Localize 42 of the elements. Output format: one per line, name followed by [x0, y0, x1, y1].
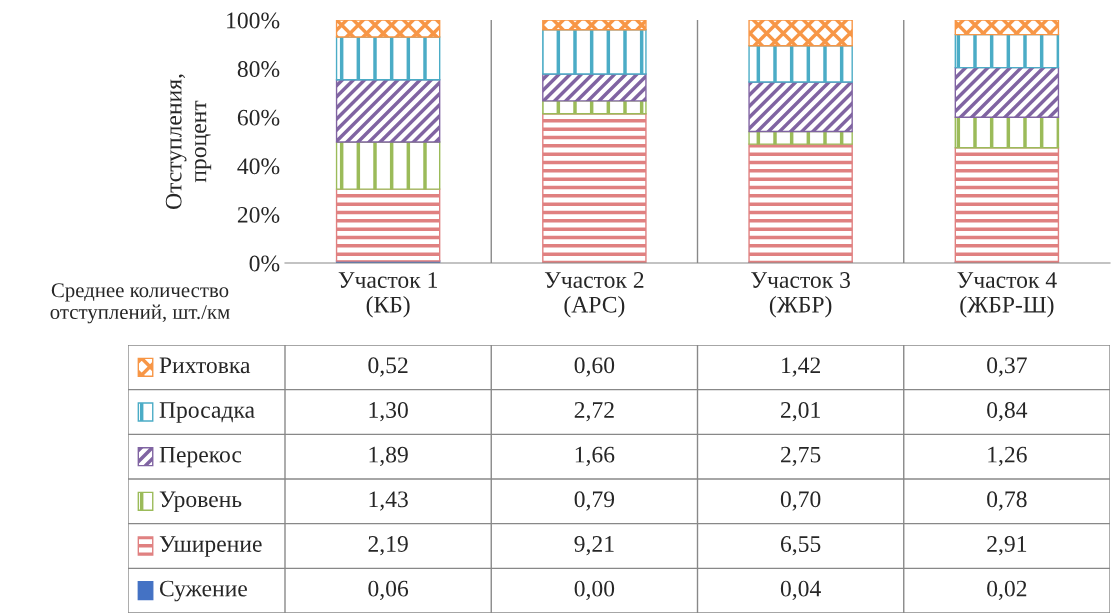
y-tick-label: 60%: [237, 109, 280, 126]
x-tick-label: Участок 3 (ЖБР): [751, 272, 850, 318]
legend-label: Просадка: [159, 402, 255, 423]
y-tick-label: 0%: [249, 255, 280, 272]
y-tick-label: 40%: [237, 158, 280, 175]
text: 1,42: [782, 357, 820, 377]
text: 6,55: [780, 536, 821, 556]
text: 0,04: [780, 580, 821, 600]
x-tick-label: Участок 1 (КБ): [338, 272, 437, 318]
text: 0,52: [368, 357, 408, 377]
y-tick-label: 20%: [237, 206, 280, 223]
text: 0,70: [780, 491, 821, 511]
text: Среднее количество отступлений, шт./км: [50, 283, 230, 324]
legend-label: Уширение: [159, 536, 262, 557]
legend-label: Перекос: [159, 446, 242, 468]
text: 0,79: [574, 491, 615, 511]
text: 0,06: [368, 580, 409, 600]
text: 1,43: [369, 491, 408, 511]
text: 1,30: [369, 401, 408, 422]
text: 2,19: [368, 536, 408, 556]
text: 9,21: [574, 536, 614, 556]
text: 0,00: [574, 580, 615, 600]
text: 0,84: [987, 401, 1028, 422]
text: 1,89: [369, 446, 408, 466]
y-axis-title: Отступления, процент: [165, 74, 212, 209]
text: 0,78: [987, 491, 1027, 511]
text: 2,75: [781, 446, 821, 466]
y-tick-label: 100%: [227, 12, 280, 29]
legend-label: Рихтовка: [159, 357, 251, 374]
text: 2,01: [781, 401, 820, 422]
text: 0,60: [574, 357, 615, 377]
text: 0,37: [987, 357, 1027, 377]
text: 2,91: [987, 536, 1027, 556]
text: 2,72: [574, 402, 614, 422]
text: 1,66: [575, 446, 615, 466]
legend-label: Сужение: [159, 580, 247, 602]
x-tick-label: Участок 2 (АРС): [544, 272, 644, 318]
x-tick-label: Участок 4 (ЖБР-Ш): [957, 272, 1057, 318]
legend-label: Уровень: [159, 491, 242, 513]
y-tick-label: 80%: [237, 61, 280, 78]
text: 0,02: [987, 580, 1027, 600]
text: 1,26: [988, 446, 1027, 466]
